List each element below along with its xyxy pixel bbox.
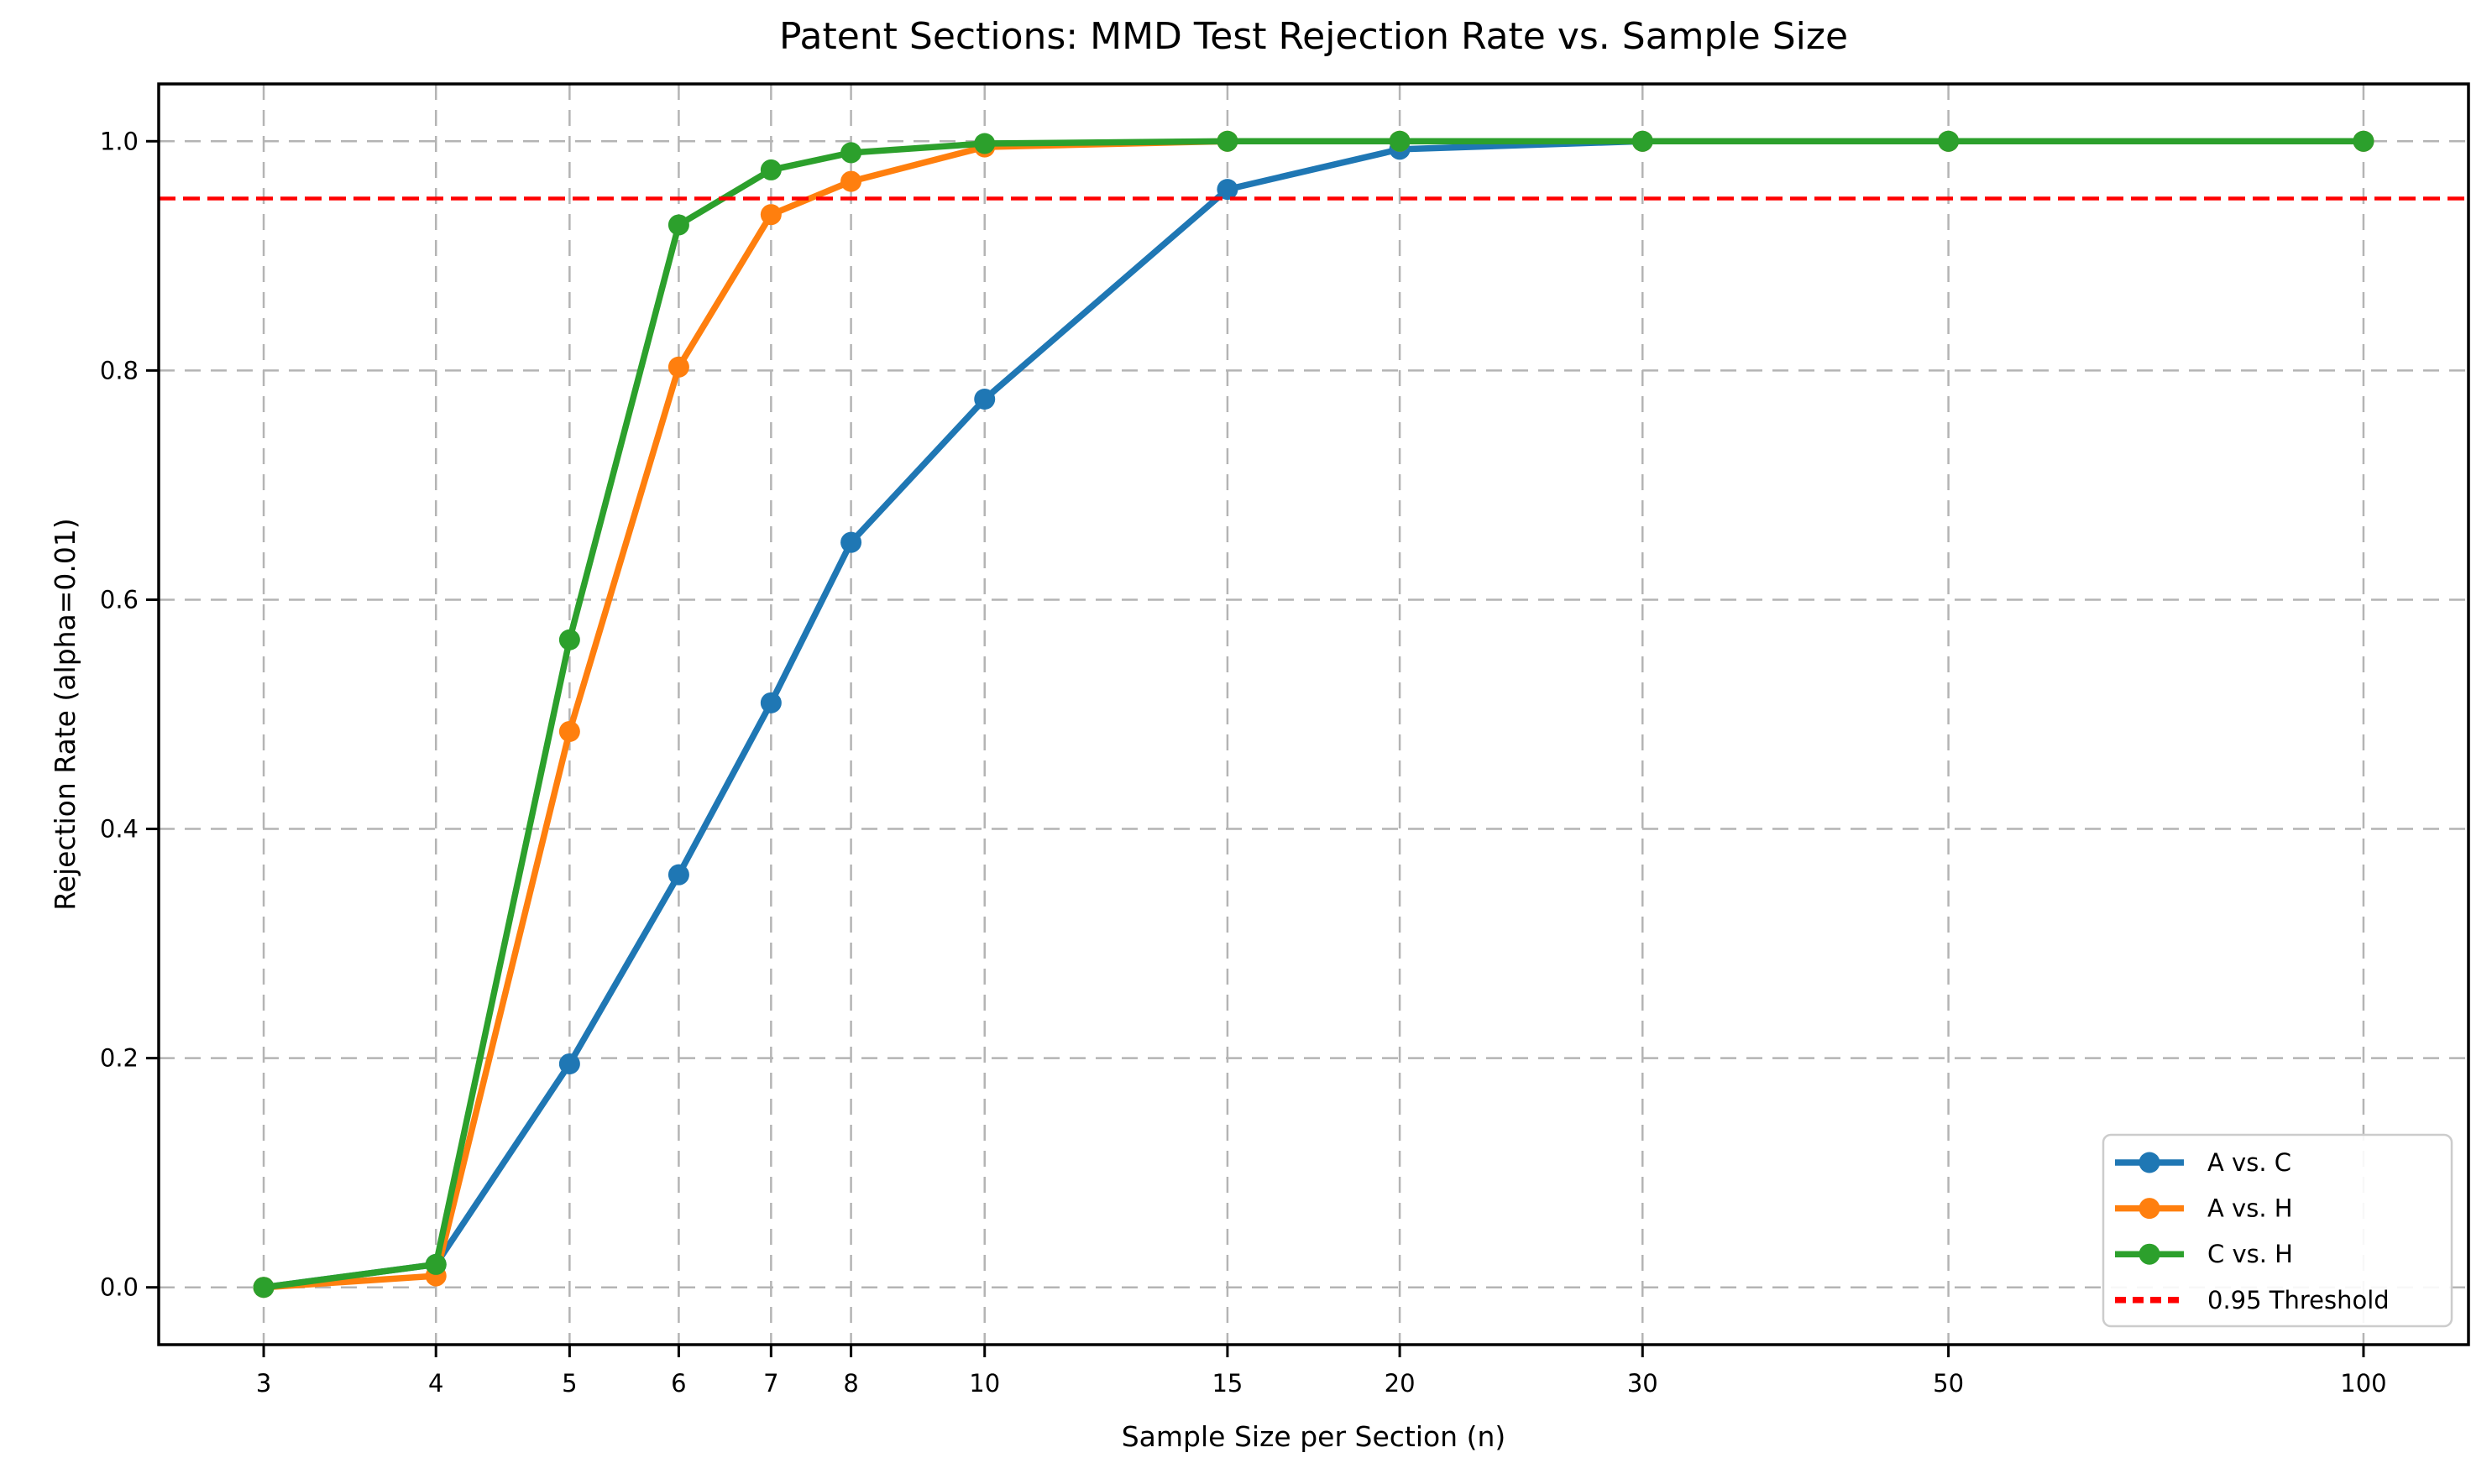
- x-axis-label: Sample Size per Section (n): [1121, 1420, 1506, 1453]
- x-tick-label: 8: [843, 1369, 858, 1398]
- x-tick-label: 50: [1933, 1369, 1964, 1398]
- data-point-marker: [840, 531, 862, 553]
- data-point-marker: [668, 356, 689, 378]
- data-point-marker: [558, 1053, 580, 1074]
- data-point-marker: [1217, 179, 1238, 201]
- x-tick-label: 6: [671, 1369, 686, 1398]
- data-point-marker: [1217, 130, 1238, 152]
- data-point-marker: [974, 389, 996, 410]
- data-point-marker: [840, 170, 862, 192]
- y-tick-label: 0.2: [100, 1044, 139, 1073]
- legend-label: A vs. C: [2207, 1148, 2291, 1177]
- legend-item: 0.95 Threshold: [2115, 1286, 2390, 1314]
- plot-spines: [157, 82, 2470, 1346]
- data-point-marker: [425, 1253, 447, 1275]
- data-point-marker: [2353, 130, 2374, 152]
- axis-ticks: 3 4 5 6 7 8 10 15 20 30 50 100 0.0 0.2 0.4 0.6 0.8 1.0: [100, 127, 2387, 1398]
- y-tick-label: 0.0: [100, 1273, 139, 1302]
- series-c-vs-h: [253, 130, 2374, 1298]
- data-point-marker: [253, 1277, 275, 1298]
- legend-item: C vs. H: [2115, 1240, 2293, 1268]
- data-point-marker: [974, 133, 996, 154]
- x-tick-label: 100: [2340, 1369, 2386, 1398]
- data-point-marker: [668, 864, 689, 886]
- legend-label: 0.95 Threshold: [2207, 1286, 2390, 1314]
- data-point-marker: [1938, 130, 1960, 152]
- x-tick-label: 20: [1385, 1369, 1416, 1398]
- series-a-vs-c: [253, 130, 2374, 1298]
- legend-label: A vs. H: [2207, 1194, 2293, 1223]
- legend-marker: [2139, 1243, 2160, 1265]
- legend-item: A vs. C: [2115, 1148, 2291, 1177]
- y-tick-label: 1.0: [100, 127, 139, 155]
- x-tick-label: 15: [1212, 1369, 1243, 1398]
- legend-marker: [2139, 1152, 2160, 1173]
- data-point-marker: [1631, 130, 1653, 152]
- x-tick-label: 10: [969, 1369, 1000, 1398]
- data-point-marker: [558, 720, 580, 742]
- data-point-marker: [760, 692, 782, 713]
- legend-item: A vs. H: [2115, 1194, 2293, 1223]
- x-tick-label: 3: [256, 1369, 271, 1398]
- data-point-marker: [1389, 130, 1411, 152]
- data-point-marker: [558, 629, 580, 651]
- series-a-vs-h: [253, 130, 2374, 1298]
- x-tick-label: 7: [763, 1369, 778, 1398]
- y-tick-label: 0.6: [100, 585, 139, 614]
- legend-label: C vs. H: [2207, 1240, 2293, 1268]
- y-tick-label: 0.8: [100, 356, 139, 384]
- y-tick-label: 0.4: [100, 815, 139, 844]
- legend-marker: [2139, 1198, 2160, 1220]
- data-point-marker: [760, 204, 782, 226]
- data-point-marker: [840, 142, 862, 164]
- chart-title: Patent Sections: MMD Test Rejection Rate…: [778, 15, 1849, 58]
- x-tick-label: 4: [428, 1369, 443, 1398]
- x-tick-label: 30: [1627, 1369, 1658, 1398]
- data-point-marker: [668, 214, 689, 236]
- x-tick-label: 5: [562, 1369, 577, 1398]
- y-axis-label: Rejection Rate (alpha=0.01): [49, 518, 81, 911]
- legend: A vs. C A vs. H C vs. H 0.95 Threshold: [2102, 1133, 2453, 1328]
- data-point-marker: [760, 159, 782, 180]
